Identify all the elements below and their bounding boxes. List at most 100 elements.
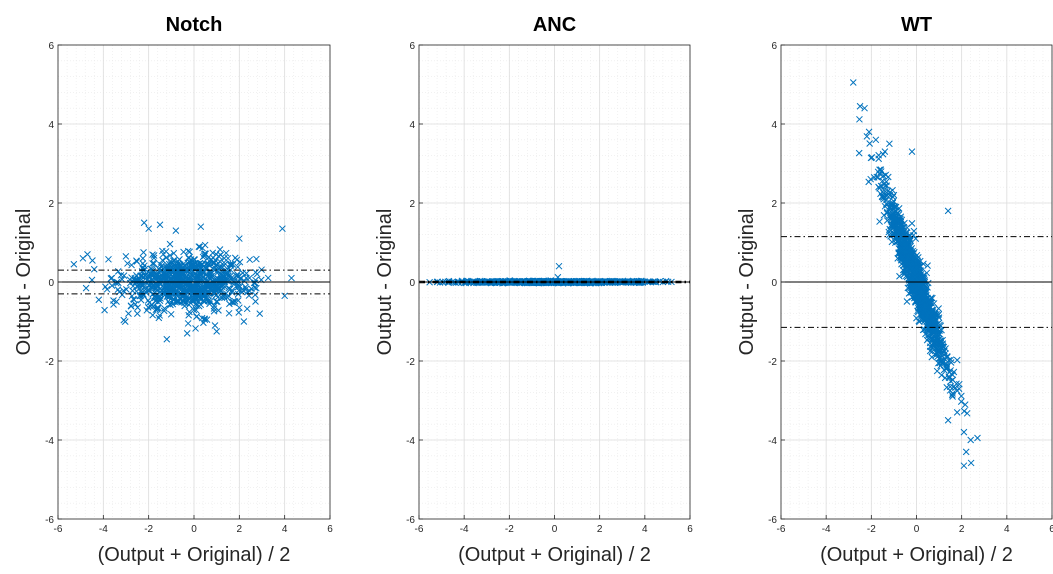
data-point (164, 261, 171, 269)
data-point (205, 274, 213, 282)
x-tick-label: -4 (822, 524, 831, 535)
data-point (898, 255, 906, 263)
x-tick-label: -4 (460, 524, 469, 535)
data-point (960, 428, 968, 436)
data-point (246, 274, 253, 282)
x-tick-label: 0 (191, 524, 197, 535)
data-point (192, 325, 199, 332)
data-point (901, 219, 908, 227)
data-point (884, 187, 892, 195)
data-point (150, 252, 158, 259)
data-point (127, 302, 135, 310)
data-point (222, 249, 230, 257)
data-point (227, 272, 235, 280)
y-tick-label: -6 (45, 515, 54, 526)
data-point (213, 261, 221, 269)
y-tick-label: 6 (48, 41, 54, 52)
reference-lines (419, 280, 690, 284)
data-point (899, 237, 907, 244)
data-point (962, 448, 970, 456)
data-point (901, 240, 909, 248)
y-tick-label: -2 (45, 357, 54, 368)
data-point (90, 265, 98, 273)
x-tick-label: 2 (959, 524, 965, 535)
y-axis-label: Output - Original (13, 209, 35, 356)
y-tick-label: 4 (771, 120, 777, 131)
chart-title: ANC (533, 14, 576, 36)
data-point (217, 267, 225, 275)
y-tick-label: -6 (768, 515, 777, 526)
data-point (140, 249, 147, 256)
data-point (117, 271, 125, 279)
data-point (933, 311, 941, 318)
data-point (934, 345, 941, 353)
data-point (195, 243, 203, 250)
data-point (193, 271, 201, 279)
data-point (945, 356, 953, 364)
data-point (235, 309, 243, 316)
data-point (129, 282, 137, 290)
data-point (211, 322, 219, 329)
data-point (246, 256, 254, 264)
data-point (935, 305, 942, 312)
data-point (227, 260, 235, 268)
data-point (217, 251, 225, 259)
data-point (186, 248, 194, 256)
data-point (897, 213, 905, 221)
data-point (868, 154, 876, 161)
data-point (894, 216, 902, 224)
data-point (84, 250, 91, 258)
data-point (213, 328, 221, 335)
data-point (889, 199, 897, 207)
data-point (914, 308, 922, 316)
data-point (927, 316, 935, 324)
x-axis-label: (Output + Original) / 2 (820, 544, 1013, 566)
data-point (140, 219, 148, 227)
data-point (234, 273, 242, 281)
y-tick-label: -4 (45, 436, 54, 447)
data-point (163, 335, 171, 343)
data-point (89, 257, 96, 264)
data-point (162, 254, 170, 262)
y-tick-label: -4 (768, 436, 777, 447)
data-point (963, 409, 971, 417)
data-point (938, 359, 946, 367)
data-point (143, 306, 151, 314)
data-point (240, 318, 248, 325)
data-point (121, 318, 129, 325)
data-point (149, 302, 157, 310)
y-tick-label: -4 (406, 436, 415, 447)
data-point (166, 252, 174, 259)
y-tick-label: 2 (48, 199, 54, 210)
data-point (252, 268, 259, 276)
data-point (923, 269, 931, 277)
data-point (197, 223, 205, 231)
x-tick-label: 4 (642, 524, 648, 535)
data-point (137, 296, 145, 304)
data-point (219, 263, 226, 271)
data-point (225, 277, 233, 285)
data-point (202, 294, 210, 302)
chart-title: WT (901, 14, 932, 36)
data-point (173, 261, 181, 269)
data-point (895, 229, 903, 236)
data-point (141, 271, 149, 279)
data-point (156, 312, 164, 319)
data-point (866, 140, 874, 147)
data-point (198, 265, 206, 272)
y-tick-label: -6 (406, 515, 415, 526)
data-point (251, 291, 259, 299)
data-point (925, 298, 933, 306)
data-point (187, 273, 194, 280)
data-point (886, 212, 893, 220)
y-tick-label: -2 (406, 357, 415, 368)
data-point (243, 305, 251, 313)
data-point (926, 347, 934, 355)
data-point (896, 272, 903, 280)
data-point (889, 221, 896, 229)
data-point (238, 288, 246, 296)
data-point (242, 274, 250, 282)
data-point (219, 291, 227, 299)
data-point (884, 173, 892, 181)
data-point (176, 256, 183, 263)
